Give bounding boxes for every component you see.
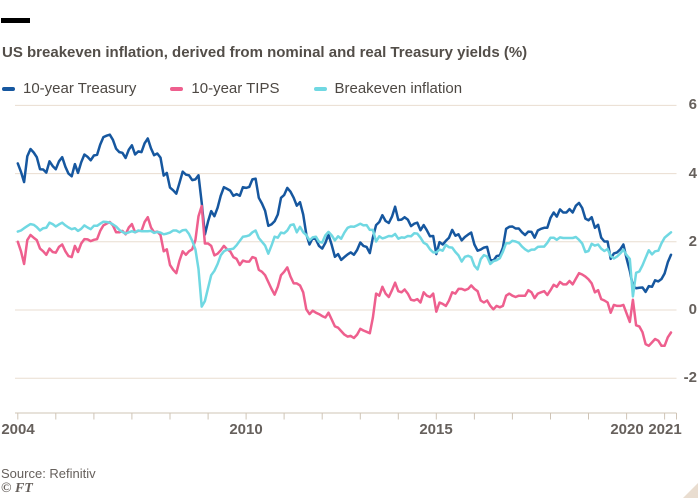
legend-swatch-breakeven <box>313 86 327 91</box>
legend-item-tips: 10-year TIPS <box>170 80 280 97</box>
ft-corner-mark-icon <box>683 483 698 498</box>
series-line-breakeven <box>16 220 673 308</box>
legend-swatch-treasury <box>2 86 15 91</box>
legend-swatch-tips <box>170 86 184 91</box>
legend: 10-year Treasury 10-year TIPS Breakeven in… <box>2 80 462 97</box>
legend-label-treasury: 10-year Treasury <box>23 80 137 97</box>
series-line-treasury <box>16 133 673 294</box>
legend-item-treasury: 10-year Treasury <box>2 80 136 97</box>
source-label: Source: Refinitiv <box>1 466 96 481</box>
chart-title: US breakeven inflation, derived from nom… <box>2 44 528 61</box>
legend-label-breakeven: Breakeven inflation <box>334 80 463 97</box>
ft-credit: © FT <box>1 481 33 496</box>
legend-label-tips: 10-year TIPS <box>191 80 280 97</box>
ft-top-bar <box>1 18 30 23</box>
legend-item-breakeven: Breakeven inflation <box>313 80 463 97</box>
